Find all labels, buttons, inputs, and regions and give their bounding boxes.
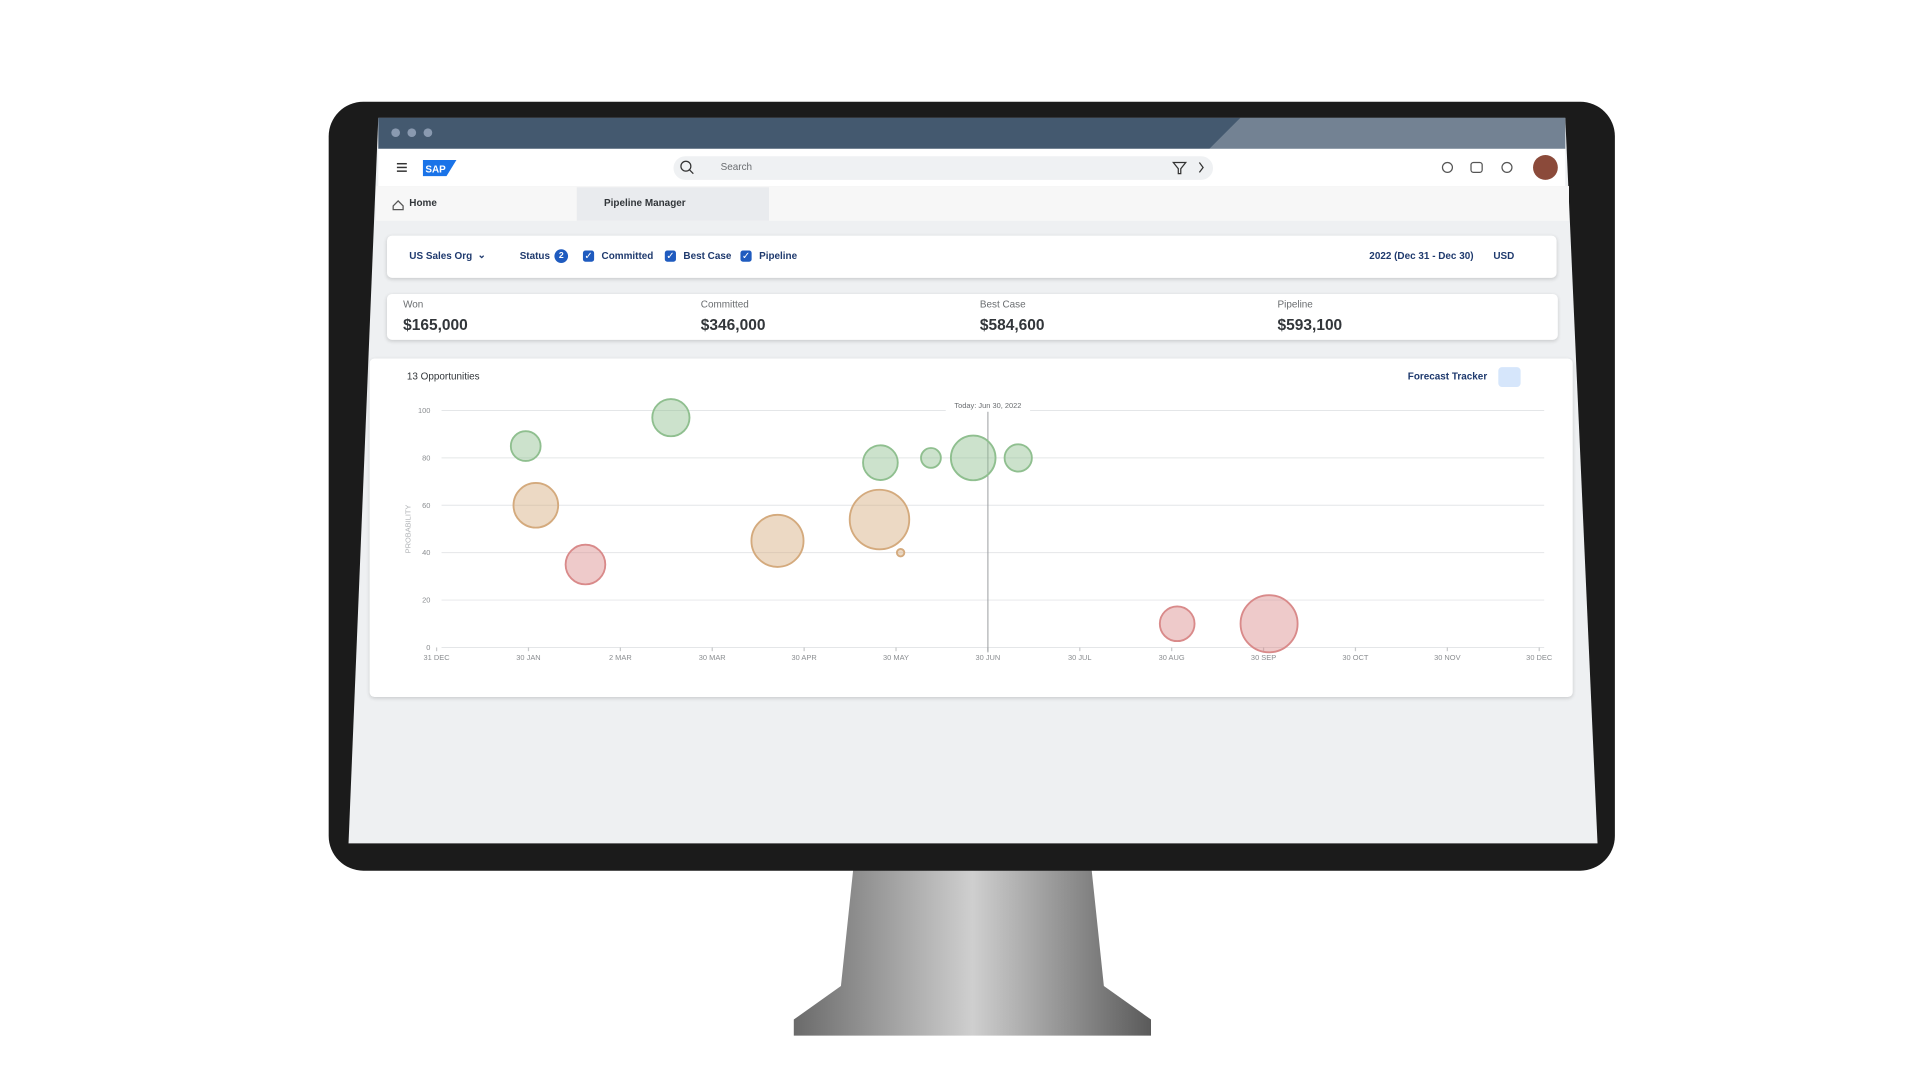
window-dot [423,128,433,138]
bubble [509,430,542,462]
status-option[interactable]: Pipeline [759,250,798,262]
x-tick-label: 30 JUN [975,654,1001,663]
kpi-label: Won [403,298,424,311]
x-tick-label: 30 MAY [883,654,909,663]
checkbox[interactable]: ✓ [582,250,595,262]
bubble [1158,605,1196,643]
bubble [1239,594,1299,654]
avatar[interactable] [1533,155,1558,180]
status-badge: 2 [554,249,569,263]
x-tick-label: 30 DEC [1526,654,1553,663]
y-tick-label: 100 [418,406,430,415]
checkbox[interactable]: ✓ [740,250,752,262]
org-select[interactable]: US Sales Org [409,250,473,262]
status-option[interactable]: Committed [601,250,654,262]
y-tick-label: 0 [426,643,430,652]
today-label-box [945,399,1031,412]
search-placeholder: Search [720,161,753,173]
y-tick-label: 80 [422,453,430,462]
bubble-view-button[interactable] [1498,367,1521,387]
bubble [750,513,805,568]
bubble [1003,443,1033,473]
period[interactable]: 2022 (Dec 31 - Dec 30) [1369,250,1474,262]
kpi-value: $165,000 [403,316,468,334]
kpi-value: $593,100 [1277,316,1343,334]
notifications[interactable] [1441,161,1454,174]
x-tick-label: 30 JUL [1067,654,1092,663]
chart-title: 13 Opportunities [406,370,480,383]
messages[interactable] [1470,161,1483,174]
bubble [651,398,691,438]
y-tick-label: 40 [422,548,430,557]
x-tick-label: 30 SEP [1250,654,1277,663]
filter-bar [386,235,1557,278]
title-bar [378,117,1566,149]
kpi-value: $346,000 [700,316,766,334]
currency[interactable]: USD [1493,250,1515,262]
window-dot [407,128,417,138]
kpi-label: Pipeline [1277,298,1313,311]
search-box[interactable] [673,156,1214,180]
bubble [862,444,899,481]
chevron: ⌄ [477,249,486,261]
status-label: Status [519,250,551,262]
logo[interactable] [422,159,457,177]
x-tick-label: 30 JAN [516,654,541,663]
window-dot [391,128,400,138]
x-tick-label: 31 DEC [423,654,450,663]
tab[interactable]: Home [409,197,437,209]
status-option[interactable]: Best Case [683,250,732,262]
today-label: Today: Jun 30, 2022 [954,401,1021,410]
y-tick-label: 20 [422,596,430,605]
active-tab [576,187,769,221]
bubble [564,543,607,586]
y-tick-label: 60 [422,501,430,510]
kpi-value: $584,600 [979,316,1045,334]
kpi-bar [386,293,1558,340]
x-tick-label: 30 OCT [1342,654,1369,663]
bubble [949,434,997,482]
checkbox[interactable]: ✓ [664,250,676,262]
y-axis-label: PROBABILITY [404,505,413,554]
x-tick-label: 30 MAR [698,654,726,663]
x-tick-label: 30 APR [791,654,817,663]
kpi-label: Committed [700,298,749,311]
tab-bar [375,186,1569,221]
x-tick-label: 30 NOV [1434,654,1461,663]
svg-text:SAP: SAP [425,164,446,175]
tab[interactable]: Pipeline Manager [604,197,686,209]
x-tick-label: 2 MAR [608,654,632,663]
bubble [512,482,560,529]
bubble [895,548,906,558]
stand [793,868,1152,1036]
forecast-tracker[interactable]: Forecast Tracker [1407,370,1488,383]
help[interactable] [1501,161,1513,174]
kpi-label: Best Case [979,298,1026,311]
glare [1209,117,1566,149]
x-tick-label: 30 AUG [1158,654,1185,663]
bubble [848,488,911,551]
chart-card [369,358,1573,698]
bubble [920,447,942,469]
